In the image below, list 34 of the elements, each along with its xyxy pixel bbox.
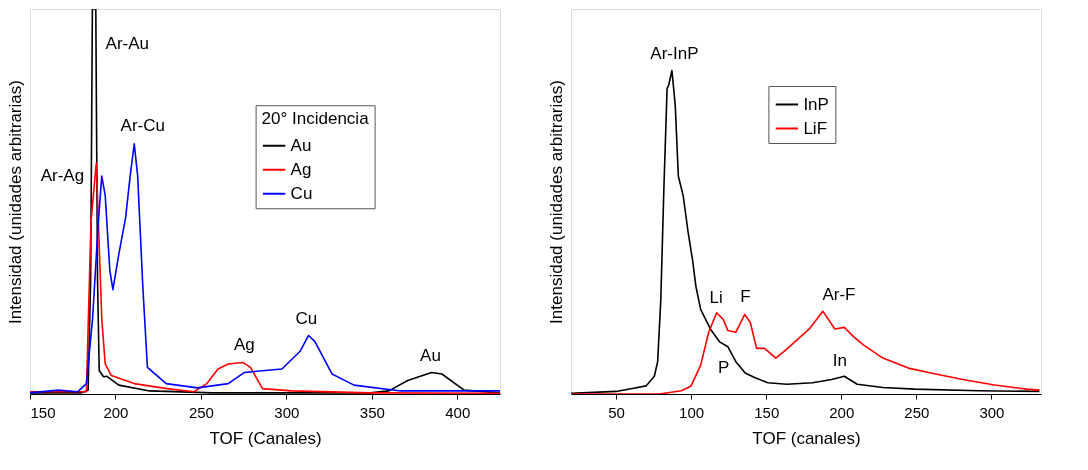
x-tick-label: 250: [188, 403, 214, 421]
x-axis-title: TOF (canales): [752, 428, 861, 448]
x-axis-title: TOF (Canales): [209, 428, 322, 448]
annotation: Ar-Ag: [40, 166, 85, 186]
annotation: Cu: [295, 308, 318, 328]
x-tick-label: 150: [754, 403, 780, 421]
legend-label: Au: [290, 135, 312, 155]
annotation: Ag: [233, 334, 255, 354]
legend-label: Ag: [290, 159, 312, 179]
x-tick-label: 350: [359, 403, 385, 421]
annotation: In: [832, 350, 847, 370]
annotation: P: [718, 358, 730, 378]
annotation: Ar-Cu: [120, 115, 165, 135]
annotation: Ar-Au: [105, 33, 150, 53]
x-tick-label: 50: [608, 403, 625, 421]
x-tick-label: 150: [30, 403, 56, 421]
annotation: F: [740, 286, 751, 306]
x-tick-label: 300: [274, 403, 300, 421]
x-tick-label: 250: [904, 403, 930, 421]
x-tick-label: 200: [103, 403, 129, 421]
legend-label: LiF: [803, 118, 828, 138]
legend-label: InP: [803, 94, 829, 114]
annotation: Au: [420, 345, 441, 365]
x-tick-label: 300: [979, 403, 1005, 421]
annotation: Ar-F: [822, 284, 856, 304]
x-tick-label: 400: [445, 403, 471, 421]
x-tick-label: 100: [679, 403, 705, 421]
annotation: Li: [709, 288, 723, 308]
y-axis-title: Intensidad (unidades arbitrarias): [5, 80, 25, 324]
x-tick-label: 200: [829, 403, 855, 421]
text: Ar-InP: [650, 44, 699, 64]
legend-title: 20° Incidencia: [261, 109, 370, 129]
y-axis-title: Intensidad (unidades arbitrarias): [546, 80, 566, 324]
legend-label: Cu: [290, 183, 313, 203]
